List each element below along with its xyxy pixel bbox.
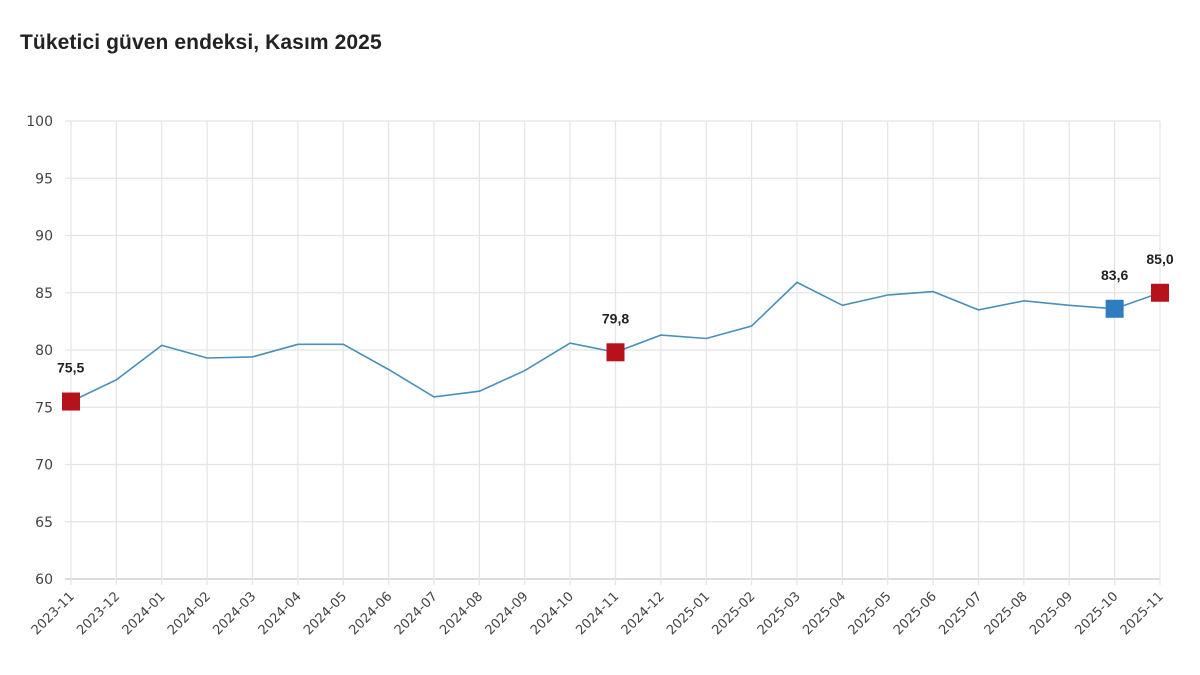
x-tick-label: 2024-01	[120, 589, 169, 638]
x-tick-label: 2024-04	[256, 589, 305, 638]
x-tick-label: 2024-02	[165, 589, 214, 638]
data-label: 85,0	[1146, 251, 1173, 267]
data-point-marker	[606, 343, 625, 362]
x-tick-label: 2024-12	[619, 589, 668, 638]
y-tick-label: 75	[35, 400, 53, 416]
x-tick-label: 2025-09	[1027, 589, 1076, 638]
x-tick-label: 2025-11	[1118, 589, 1167, 638]
chart-title: Tüketici güven endeksi, Kasım 2025	[20, 31, 382, 54]
x-tick-label: 2023-11	[29, 589, 78, 638]
x-tick-label: 2024-05	[301, 589, 350, 638]
x-axis-ticks: 2023-112023-122024-012024-022024-032024-…	[29, 589, 1167, 638]
x-tick-label: 2024-06	[346, 589, 395, 638]
x-tick-label: 2024-08	[437, 589, 486, 638]
x-tick-label: 2024-09	[483, 589, 532, 638]
data-point-marker	[1151, 283, 1169, 302]
y-tick-label: 85	[35, 286, 53, 302]
y-tick-label: 95	[35, 171, 53, 187]
y-tick-label: 100	[26, 114, 53, 130]
data-point-marker	[1105, 299, 1124, 318]
x-tick-label: 2025-07	[936, 589, 985, 638]
x-tick-label: 2025-05	[846, 589, 895, 638]
data-label: 79,8	[602, 310, 629, 326]
x-tick-label: 2025-06	[891, 589, 940, 638]
y-tick-label: 65	[35, 515, 53, 531]
x-tick-label: 2025-08	[982, 589, 1031, 638]
highlight-markers: 75,5 79,8 83,6 85,0	[57, 251, 1174, 411]
x-tick-label: 2025-03	[755, 589, 804, 638]
y-tick-label: 60	[35, 572, 53, 588]
x-gridlines	[70, 121, 1161, 585]
x-tick-label: 2024-03	[210, 589, 259, 638]
x-tick-label: 2024-10	[528, 589, 577, 638]
y-tick-label: 80	[35, 343, 53, 359]
x-tick-label: 2024-07	[392, 589, 441, 638]
x-tick-label: 2024-11	[573, 589, 622, 638]
y-axis-ticks: 60 65 70 75 80 85 90 95 100	[26, 114, 53, 588]
x-tick-label: 2025-02	[709, 589, 758, 638]
y-tick-label: 90	[35, 229, 53, 245]
x-tick-label: 2025-01	[664, 589, 713, 638]
data-point-marker	[62, 392, 80, 411]
data-label: 75,5	[57, 360, 84, 376]
x-tick-label: 2025-10	[1072, 589, 1121, 638]
x-tick-label: 2023-12	[74, 589, 123, 638]
data-label: 83,6	[1101, 267, 1128, 283]
y-tick-label: 70	[35, 458, 53, 474]
x-tick-label: 2025-04	[800, 589, 849, 638]
